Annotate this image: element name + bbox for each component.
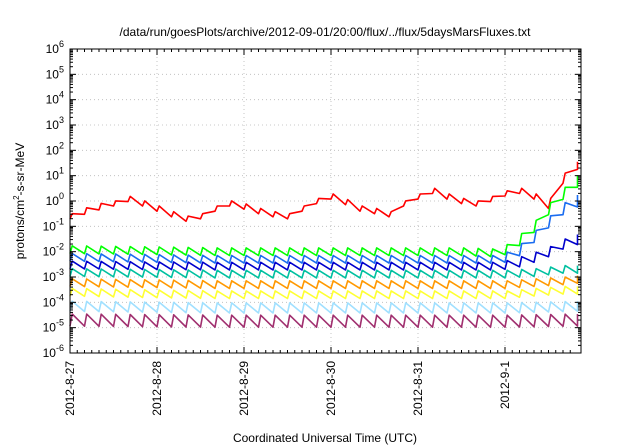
x-tick-label: 2012-8-30 <box>324 361 338 416</box>
x-axis-label: Coordinated Universal Time (UTC) <box>233 431 417 445</box>
y-tick-label: 10-3 <box>43 267 64 284</box>
y-tick-labels: 10-6 10-5 10-4 10-3 10-2 10-1 100 101 102 103 104 1… <box>43 39 64 360</box>
chart-title: /data/run/goesPlots/archive/2012-09-01/2… <box>120 25 532 39</box>
series-line-6 <box>69 275 579 290</box>
y-tick-label: 103 <box>46 115 64 132</box>
y-tick-label: 100 <box>46 191 64 208</box>
y-tick-label: 10-1 <box>43 216 64 233</box>
series-line-8 <box>69 300 579 314</box>
y-tick-label: 10-4 <box>43 292 64 309</box>
y-tick-label: 10-6 <box>43 343 64 360</box>
series-line-2 <box>69 175 579 258</box>
y-tick-label: 10-5 <box>43 318 64 335</box>
y-tick-label: 104 <box>46 90 64 107</box>
grid-lines <box>70 49 581 353</box>
series-line-4 <box>69 234 579 271</box>
x-tick-label: 2012-8-31 <box>411 361 425 416</box>
y-tick-label: 105 <box>46 64 64 81</box>
series-line-9 <box>69 313 579 329</box>
y-tick-label: 10-2 <box>43 242 64 259</box>
y-axis-label: protons/cm2-s-sr-MeV <box>12 143 27 259</box>
y-tick-label: 102 <box>46 140 64 157</box>
x-tick-label: 2012-8-29 <box>237 361 251 416</box>
series-line-5 <box>69 264 579 279</box>
x-tick-label: 2012-9-1 <box>498 361 512 409</box>
x-tick-label: 2012-8-27 <box>63 361 77 416</box>
series-layer <box>69 161 579 329</box>
series-line-3 <box>69 195 579 264</box>
tick-marks <box>69 48 581 354</box>
x-tick-label: 2012-8-28 <box>150 361 164 416</box>
series-line-7 <box>69 285 579 300</box>
y-tick-label: 106 <box>46 39 64 56</box>
x-tick-labels: 2012-8-27 2012-8-28 2012-8-29 2012-8-30 2012… <box>63 361 512 416</box>
y-tick-label: 101 <box>46 166 64 183</box>
series-line-1 <box>69 161 579 223</box>
